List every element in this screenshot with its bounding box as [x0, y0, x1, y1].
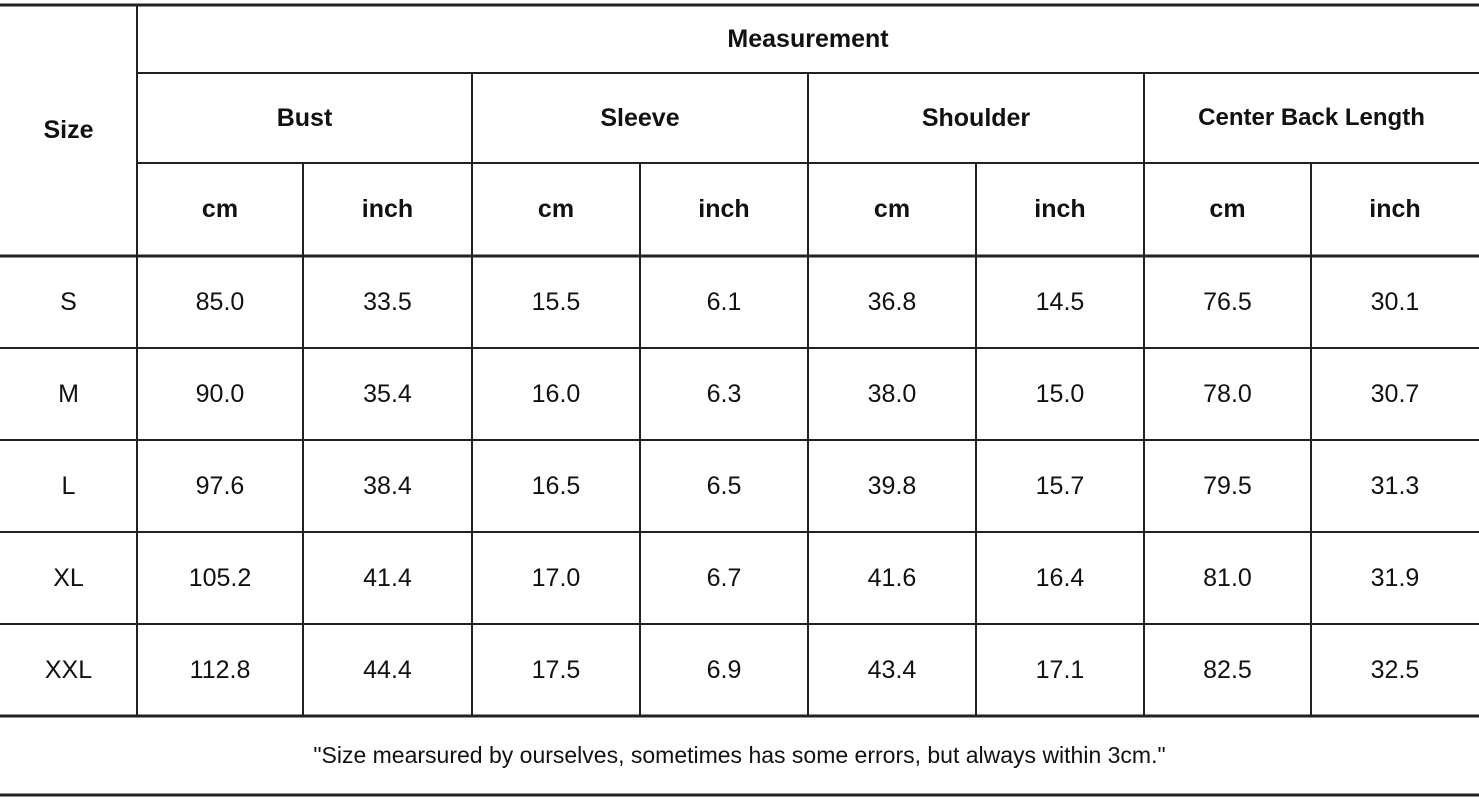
measurement-value: 38.0 [867, 379, 917, 408]
column-header: Center Back Length [1198, 104, 1425, 131]
measurement-value: 32.5 [1370, 655, 1420, 684]
size-header: Size [43, 116, 94, 144]
unit-header: cm [537, 195, 575, 223]
measurement-value: 35.4 [363, 379, 412, 408]
measurement-value: 112.8 [189, 655, 251, 684]
size-label: XL [53, 563, 84, 592]
measurement-value: 31.3 [1370, 471, 1420, 500]
measurement-value: 43.4 [867, 655, 917, 684]
column-header: Shoulder [921, 103, 1031, 132]
measurement-value: 79.5 [1203, 471, 1252, 500]
measurement-value: 78.0 [1203, 379, 1252, 408]
unit-header: cm [1209, 195, 1246, 223]
measurement-value: 30.7 [1370, 379, 1420, 408]
measurement-value: 6.5 [706, 471, 742, 500]
measurement-value: 6.1 [706, 287, 742, 316]
measurement-value: 38.4 [363, 471, 412, 500]
measurement-value: 39.8 [867, 471, 917, 500]
measurement-value: 17.5 [531, 655, 581, 684]
column-header: Sleeve [600, 103, 680, 132]
size-label: S [60, 287, 77, 316]
measurement-value: 41.4 [363, 563, 412, 592]
measurement-value: 16.5 [531, 471, 581, 500]
size-label: M [58, 379, 79, 408]
measurement-value: 97.6 [195, 471, 245, 500]
footnote: "Size mearsured by ourselves, sometimes … [313, 742, 1166, 768]
measurement-value: 76.5 [1203, 287, 1252, 316]
unit-header: cm [201, 195, 239, 223]
measurement-value: 15.0 [1035, 379, 1085, 408]
measurement-value: 31.9 [1370, 563, 1420, 592]
measurement-value: 85.0 [195, 287, 245, 316]
unit-header: inch [698, 195, 750, 223]
measurement-value: 36.8 [867, 287, 917, 316]
measurement-value: 16.0 [531, 379, 581, 408]
measurement-value: 6.7 [706, 563, 742, 592]
measurement-value: 15.5 [531, 287, 581, 316]
measurement-value: 6.9 [706, 655, 742, 684]
measurement-value: 33.5 [363, 287, 412, 316]
measurement-value: 82.5 [1203, 655, 1252, 684]
column-header: Bust [276, 103, 333, 132]
unit-header: inch [1034, 195, 1086, 223]
measurement-value: 16.4 [1035, 563, 1085, 592]
measurement-value: 41.6 [867, 563, 917, 592]
unit-header: inch [361, 195, 414, 223]
measurement-value: 6.3 [706, 379, 742, 408]
measurement-value: 30.1 [1370, 287, 1420, 316]
size-label: XXL [44, 655, 93, 684]
measurement-value: 14.5 [1035, 287, 1085, 316]
measurement-value: 90.0 [195, 379, 245, 408]
measurement-value: 81.0 [1203, 563, 1252, 592]
size-label: L [61, 471, 76, 500]
measurement-value: 105.2 [188, 563, 252, 592]
measurement-value: 17.0 [531, 563, 581, 592]
group-header: Measurement [727, 24, 889, 53]
measurement-value: 17.1 [1035, 655, 1085, 684]
unit-header: inch [1369, 195, 1421, 223]
measurement-value: 44.4 [363, 655, 412, 684]
unit-header: cm [873, 195, 911, 223]
measurement-value: 15.7 [1035, 471, 1085, 500]
